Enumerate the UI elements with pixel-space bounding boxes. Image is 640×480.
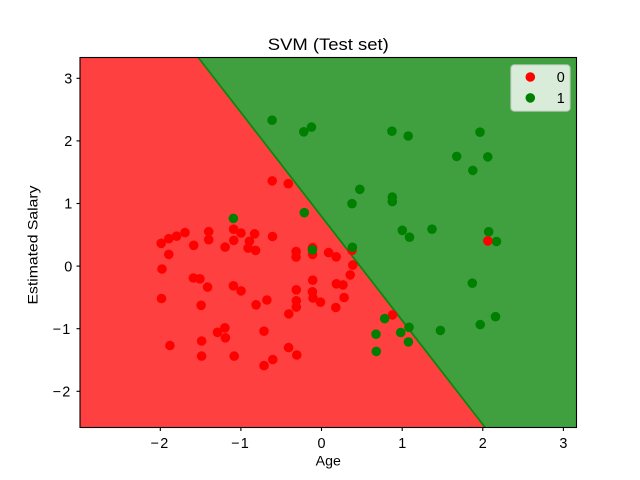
svg-text:−1: −1: [231, 436, 250, 452]
svg-text:0: 0: [557, 70, 565, 86]
svg-text:0: 0: [317, 436, 325, 452]
svg-text:3: 3: [64, 72, 72, 88]
svg-text:−2: −2: [151, 436, 170, 452]
svg-text:2: 2: [64, 134, 72, 150]
svg-text:1: 1: [398, 436, 406, 452]
svg-text:−1: −1: [53, 322, 72, 338]
svg-text:1: 1: [64, 197, 72, 213]
svg-text:Age: Age: [316, 453, 341, 469]
svg-text:−2: −2: [53, 385, 72, 401]
svg-text:2: 2: [479, 436, 487, 452]
svg-text:Estimated Salary: Estimated Salary: [25, 185, 41, 304]
svg-text:0: 0: [64, 259, 72, 275]
svg-text:1: 1: [557, 91, 565, 107]
svg-text:3: 3: [559, 436, 567, 452]
svg-text:SVM (Test set): SVM (Test set): [268, 35, 389, 54]
